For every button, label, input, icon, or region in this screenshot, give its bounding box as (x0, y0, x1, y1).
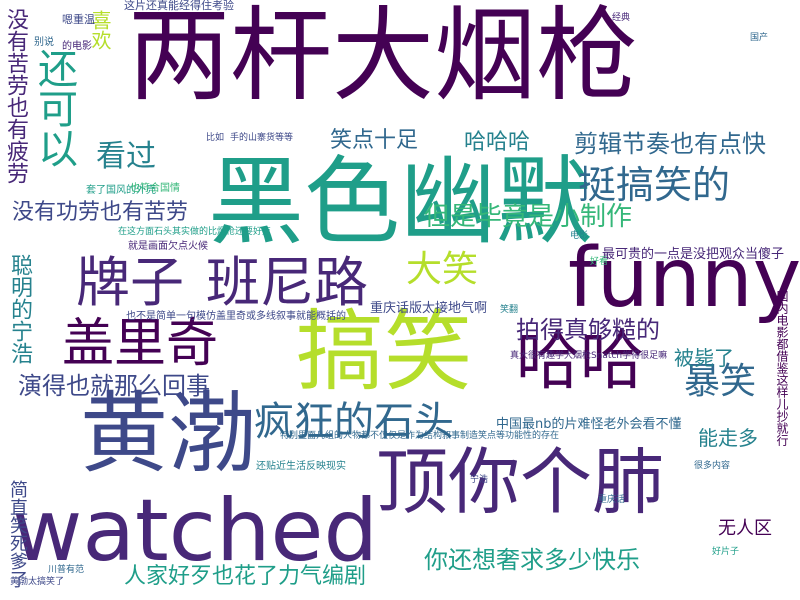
word-cloud-word: 哈哈哈 (464, 130, 531, 155)
word-cloud-word: 好看 (590, 257, 609, 267)
word-cloud-word: 大笑 (406, 249, 479, 290)
word-cloud-word: 喜欢 (88, 10, 112, 50)
word-cloud-word: 但是毕竟是小制作 (424, 202, 633, 232)
word-cloud-word: 在这方面石头其实做的比烟枪还要好点 (118, 227, 272, 237)
word-cloud-word: 疯狂的石头 (254, 399, 454, 445)
word-cloud-word: 搞笑 (296, 300, 473, 403)
word-cloud-word: 重庆话版太接地气啊 (370, 301, 488, 316)
word-cloud-word: watched (12, 481, 379, 581)
word-cloud-word: 看过 (96, 139, 156, 174)
word-cloud-word: 还贴近生活反映现实 (256, 461, 346, 472)
word-cloud-word: 你还想奢求多少快乐 (424, 546, 640, 574)
word-cloud-word: 黄渤 (80, 382, 257, 485)
word-cloud-word: 重庆话 (598, 495, 626, 505)
word-cloud-word: 能走多 (698, 426, 758, 450)
word-cloud-word: 别说 (34, 37, 54, 48)
word-cloud-word: 这片还真能经得住考验 (124, 0, 234, 12)
word-cloud-word: 好片子 (712, 547, 740, 557)
word-cloud-word: 盖里奇 (62, 314, 219, 374)
word-cloud-word: 川普有范 (48, 565, 85, 575)
word-cloud-word: 顶你个肺 (376, 440, 665, 524)
word-cloud-word: 很多内容 (694, 461, 731, 471)
word-cloud-word: 黄渤太搞笑了 (10, 577, 65, 587)
word-cloud-word: 笑点十足 (330, 128, 419, 153)
word-cloud-word: 哈哈 (516, 325, 644, 399)
word-cloud-word: 拍得真够糙的 (516, 316, 660, 344)
word-cloud-word: 暴笑 (684, 361, 757, 402)
word-cloud-word: 被毙了 (674, 346, 734, 370)
word-cloud-word: 宁浩 (470, 475, 489, 485)
word-cloud-word: 班尼路 (206, 251, 368, 314)
word-cloud-word: 的电影 (62, 41, 92, 52)
word-cloud-word: 套了国风的外壳 (86, 185, 156, 196)
word-cloud-word: 也不是简单一句模仿盖里奇或多线叙事就能概括的 (126, 311, 346, 322)
word-cloud-word: 两杆大烟枪 (128, 0, 638, 116)
word-cloud-word: 剪辑节奏也有点快 (574, 130, 766, 158)
word-cloud-word: 也符合国情 (130, 183, 180, 194)
word-cloud-word: 嗯重温 (62, 13, 95, 26)
word-cloud-word: 无人区 (718, 518, 772, 539)
word-cloud-word: 演得也就那么回事 (18, 372, 210, 400)
word-cloud-word: 电影 (570, 231, 589, 241)
word-cloud-word: 没有苦劳也有疲劳 (3, 8, 28, 184)
word-cloud-word: 聪明的宁浩 (7, 254, 32, 364)
word-cloud-word: 手的山寨货等等 (230, 133, 294, 143)
word-cloud-word: 比如 (206, 133, 225, 143)
word-cloud-word: 经典 (612, 13, 631, 23)
word-cloud-word: 没有功劳也有苦劳 (12, 200, 189, 225)
word-cloud-word: 挺搞笑的 (578, 163, 731, 207)
word-cloud-word: 中国最nb的片难怪老外会看不懂 (496, 417, 682, 432)
word-cloud-word: 国产 (750, 33, 769, 43)
word-cloud-word: 最可贵的一点是没把观众当傻子 (602, 247, 785, 262)
word-cloud-word: 黑色幽默 (208, 146, 592, 258)
word-cloud-word: 笑翻 (500, 305, 519, 315)
word-cloud-word: 简直笑死爹了 (7, 480, 28, 588)
word-cloud-word: 还可以 (31, 48, 77, 168)
word-cloud-word: 特别里面几组的人物都不仅仅是作为结构叙事制造笑点等功能性的存在 (280, 431, 560, 441)
word-cloud-word: 国内电影都借鉴这样儿抄就行 (775, 290, 789, 446)
word-cloud-word: funny (568, 231, 800, 326)
word-cloud-word: 人家好歹也花了力气编剧 (124, 564, 367, 589)
word-cloud-word: 就是画面欠点火候 (128, 241, 208, 252)
word-cloud-word: 牌子 (76, 251, 184, 314)
word-cloud-word: 真大很有趣学大烟枪Snatch学得很足嘛 (510, 351, 668, 361)
